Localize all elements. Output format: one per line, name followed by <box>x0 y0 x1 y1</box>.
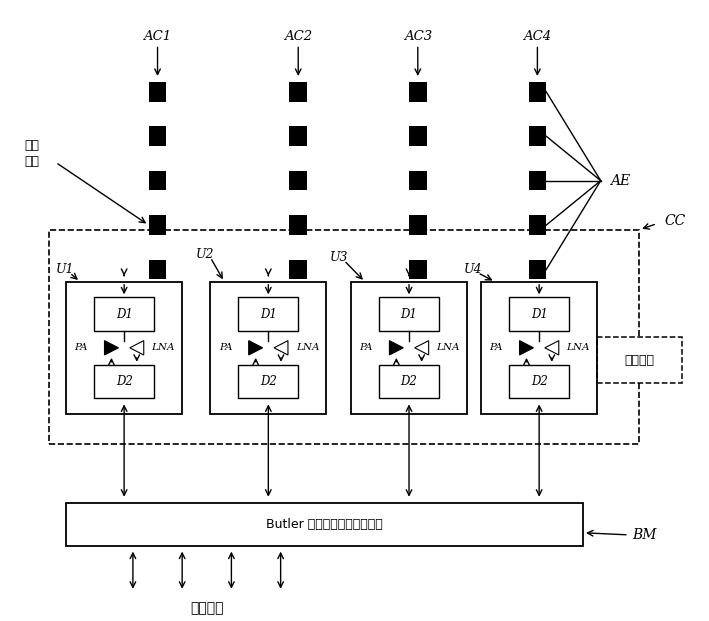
Bar <box>289 215 307 235</box>
Bar <box>289 171 307 191</box>
Bar <box>529 215 546 235</box>
Polygon shape <box>520 341 533 355</box>
Text: LNA: LNA <box>566 343 590 352</box>
Text: D2: D2 <box>531 375 547 388</box>
Text: D1: D1 <box>531 307 547 320</box>
Polygon shape <box>389 341 403 355</box>
Text: PA: PA <box>489 343 503 352</box>
Text: AC2: AC2 <box>284 30 312 43</box>
Bar <box>379 365 439 399</box>
Bar <box>149 171 167 191</box>
Bar <box>597 337 681 383</box>
Bar <box>409 82 427 102</box>
Bar <box>211 282 326 414</box>
Bar <box>529 82 546 102</box>
Text: D2: D2 <box>116 375 133 388</box>
Text: Butler 矩阵（微带相控网络）: Butler 矩阵（微带相控网络） <box>266 518 383 531</box>
Bar <box>238 365 298 399</box>
Bar <box>509 297 569 331</box>
Polygon shape <box>249 341 262 355</box>
Bar <box>94 365 154 399</box>
Bar <box>149 260 167 279</box>
Bar <box>379 297 439 331</box>
Text: AE: AE <box>610 174 630 188</box>
Bar <box>149 82 167 102</box>
Polygon shape <box>130 341 144 355</box>
Bar <box>48 230 640 445</box>
Polygon shape <box>104 341 118 355</box>
Text: LNA: LNA <box>152 343 175 352</box>
Bar <box>509 365 569 399</box>
Bar <box>66 282 182 414</box>
Bar <box>481 282 597 414</box>
Text: LNA: LNA <box>296 343 319 352</box>
Text: LNA: LNA <box>437 343 460 352</box>
Bar <box>409 127 427 146</box>
Text: U4: U4 <box>464 263 482 276</box>
Bar <box>351 282 467 414</box>
Text: CC: CC <box>664 214 686 227</box>
Text: PA: PA <box>359 343 373 352</box>
Bar <box>289 82 307 102</box>
Bar <box>149 215 167 235</box>
Text: U2: U2 <box>196 248 215 261</box>
Text: U3: U3 <box>330 251 348 264</box>
Bar <box>289 260 307 279</box>
Text: D1: D1 <box>260 307 277 320</box>
Text: 天线馈源: 天线馈源 <box>190 601 223 615</box>
Bar <box>409 260 427 279</box>
Polygon shape <box>274 341 288 355</box>
Text: D2: D2 <box>401 375 418 388</box>
Bar <box>238 297 298 331</box>
Bar <box>94 297 154 331</box>
Polygon shape <box>415 341 429 355</box>
Text: AC4: AC4 <box>523 30 552 43</box>
Bar <box>409 215 427 235</box>
Text: AC3: AC3 <box>403 30 432 43</box>
Text: PA: PA <box>74 343 88 352</box>
Text: D2: D2 <box>260 375 277 388</box>
Text: D1: D1 <box>116 307 133 320</box>
Text: U1: U1 <box>55 263 74 276</box>
Bar <box>529 260 546 279</box>
Bar <box>529 171 546 191</box>
Polygon shape <box>545 341 559 355</box>
Text: AC1: AC1 <box>143 30 172 43</box>
Bar <box>149 127 167 146</box>
Text: D1: D1 <box>401 307 418 320</box>
Bar <box>289 127 307 146</box>
Text: BM: BM <box>632 528 657 542</box>
Bar <box>409 171 427 191</box>
Bar <box>529 127 546 146</box>
Bar <box>66 502 583 546</box>
Text: PA: PA <box>219 343 233 352</box>
Text: 单天
线元: 单天 线元 <box>24 138 39 168</box>
Text: 校准电路: 校准电路 <box>625 353 654 366</box>
